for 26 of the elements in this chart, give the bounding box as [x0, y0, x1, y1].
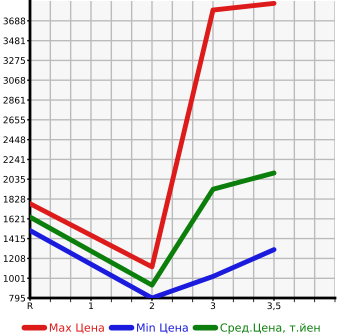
- x-tick-label: 2: [150, 302, 154, 310]
- x-tick-label: 1: [89, 302, 94, 310]
- y-tick-label: 3481: [4, 37, 25, 44]
- y-tick-label: 2655: [4, 116, 26, 124]
- y-tick-label: 1828: [4, 196, 26, 203]
- legend-label: Max Цена: [50, 323, 104, 334]
- y-tick-label: 1415: [4, 235, 26, 242]
- x-tick-label: 3: [210, 302, 216, 310]
- y-tick-label: 2241: [4, 156, 25, 163]
- line-series: [30, 1, 276, 270]
- y-tick-label: 2035: [4, 176, 26, 183]
- line-series: [30, 228, 276, 298]
- y-tick-label: 3275: [4, 57, 26, 64]
- y-tick-label: 1621: [4, 216, 25, 222]
- line-series: [30, 170, 276, 288]
- y-tick-label: 1001: [4, 274, 25, 282]
- y-tick-label: 795: [9, 294, 26, 302]
- y-tick-label: 3068: [4, 76, 26, 84]
- x-tick-label: 3,5: [268, 302, 280, 310]
- y-tick-label: 1208: [4, 255, 26, 262]
- y-tick-label: 3688: [4, 18, 26, 24]
- x-tick-label: R: [28, 302, 33, 310]
- y-tick-label: 2448: [4, 136, 26, 144]
- legend-label: Сред.Цена, т.йен: [220, 323, 320, 334]
- y-tick-label: 2861: [4, 96, 25, 104]
- legend-label: Min Цена: [137, 323, 188, 334]
